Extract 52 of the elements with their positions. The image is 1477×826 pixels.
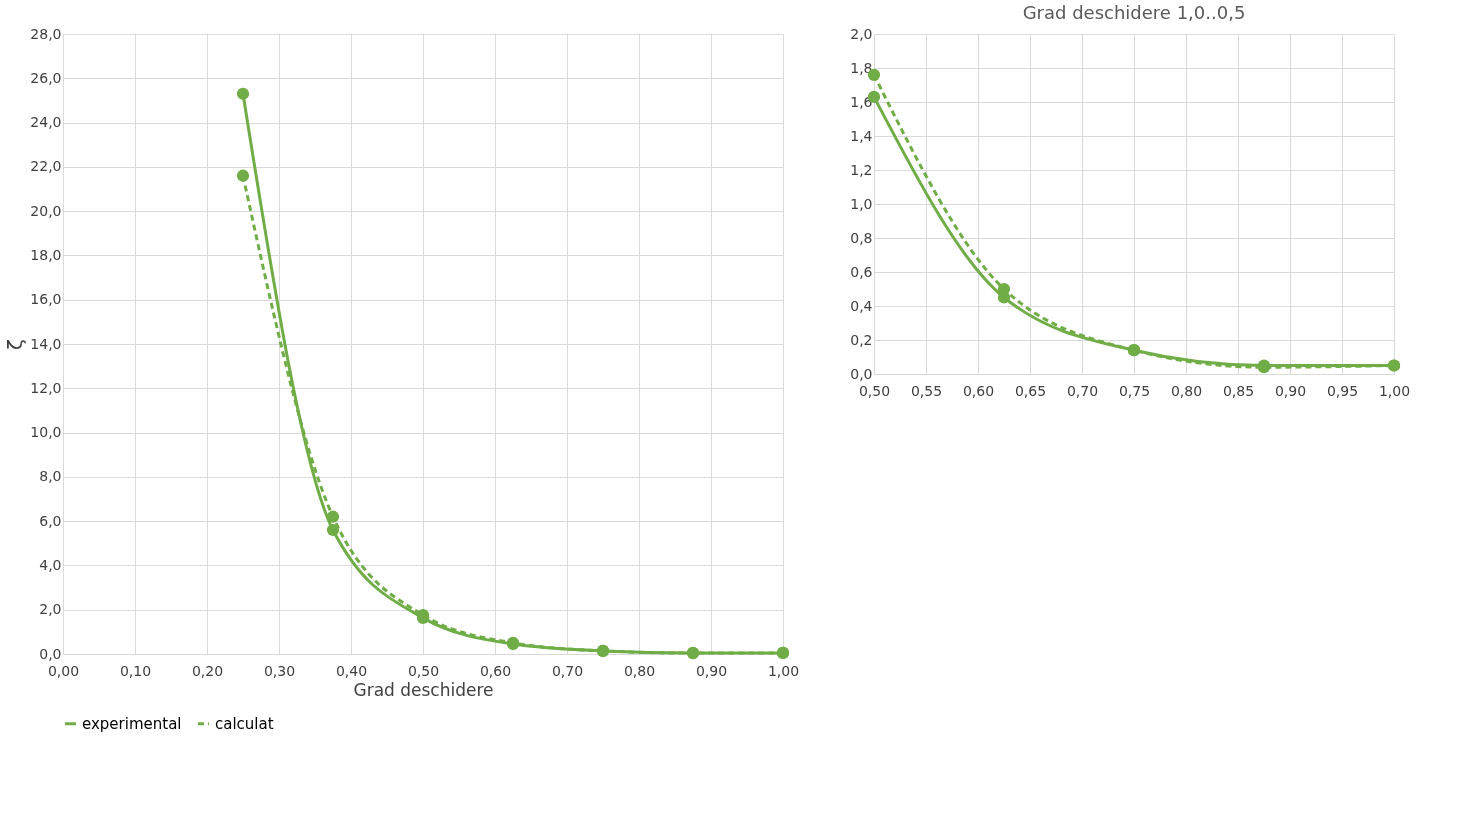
y-tick-label: 4,0 [39, 556, 62, 573]
y-tick-label: 18,0 [30, 246, 62, 263]
y-tick-label: 16,0 [30, 291, 62, 308]
legend-label: calculat [215, 714, 274, 733]
x-tick-label: 0,80 [623, 662, 656, 679]
y-tick-label: 0,8 [850, 229, 873, 246]
y-tick-label: 22,0 [30, 158, 62, 175]
x-tick-label: 0,50 [407, 662, 440, 679]
legend-label: experimental [82, 714, 182, 733]
y-tick-label: 0,0 [39, 645, 62, 662]
x-tick-label: 0,65 [1014, 382, 1047, 399]
chart-title: Grad deschidere 1,0..0,5 [1022, 2, 1246, 23]
x-tick-label: 0,10 [119, 662, 152, 679]
x-tick-label: 0,70 [551, 662, 584, 679]
x-tick-label: 0,75 [1118, 382, 1151, 399]
y-tick-label: 1,4 [850, 127, 873, 144]
y-tick-label: 1,2 [850, 161, 873, 178]
x-tick-label: 0,70 [1066, 382, 1099, 399]
x-tick-label: 0,80 [1170, 382, 1203, 399]
y-tick-label: 28,0 [30, 25, 62, 42]
y-tick-label: 0,4 [850, 297, 873, 314]
y-tick-label: 1,0 [850, 195, 873, 212]
y-tick-label: 0,2 [850, 331, 873, 348]
y-tick-label: 8,0 [39, 468, 62, 485]
x-tick-label: 0,55 [910, 382, 943, 399]
y-tick-label: 2,0 [850, 25, 873, 42]
x-tick-label: 0,60 [962, 382, 995, 399]
x-tick-label: 0,50 [858, 382, 891, 399]
x-tick-label: 0,90 [695, 662, 728, 679]
y-tick-label: 20,0 [30, 202, 62, 219]
y-tick-label: 24,0 [30, 114, 62, 131]
y-tick-label: 0,6 [850, 263, 873, 280]
x-tick-label: 1,00 [767, 662, 800, 679]
y-tick-label: 10,0 [30, 424, 62, 441]
x-tick-label: 0,30 [263, 662, 296, 679]
x-tick-label: 0,20 [191, 662, 224, 679]
x-tick-label: 0,85 [1222, 382, 1255, 399]
y-tick-label: 14,0 [30, 335, 62, 352]
x-tick-label: 0,95 [1326, 382, 1359, 399]
x-tick-label: 0,00 [47, 662, 80, 679]
y-tick-label: 12,0 [30, 379, 62, 396]
x-axis-title: Grad deschidere [353, 679, 494, 700]
y-axis-title: ζ [3, 339, 28, 350]
y-tick-label: 0,0 [850, 365, 873, 382]
x-tick-label: 0,60 [479, 662, 512, 679]
y-tick-label: 1,8 [850, 59, 873, 76]
y-tick-label: 26,0 [30, 69, 62, 86]
y-tick-label: 2,0 [39, 601, 62, 618]
x-tick-label: 0,90 [1274, 382, 1307, 399]
y-tick-label: 6,0 [39, 512, 62, 529]
x-tick-label: 0,40 [335, 662, 368, 679]
x-tick-label: 1,00 [1378, 382, 1411, 399]
